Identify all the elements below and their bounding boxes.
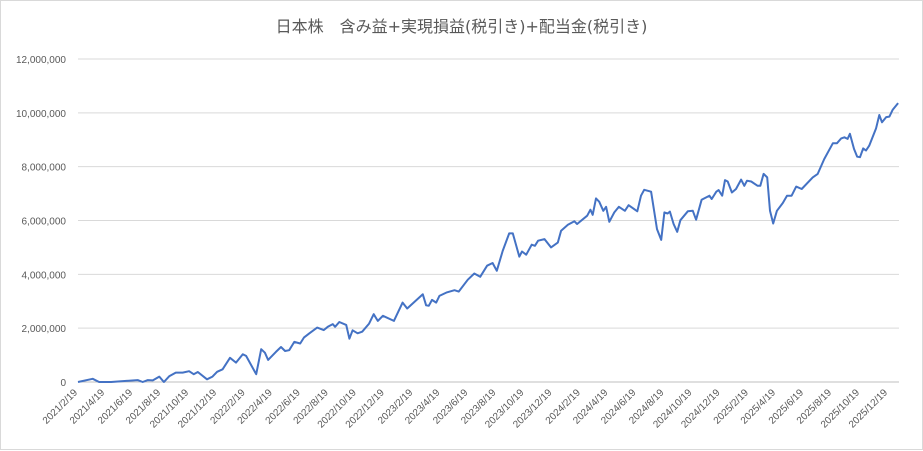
series-line [78,103,898,382]
y-tick-label: 6,000,000 [22,217,67,228]
y-tick-label: 12,000,000 [16,55,66,66]
y-tick-label: 2,000,000 [22,324,67,335]
y-tick-label: 4,000,000 [22,270,67,281]
y-tick-label: 10,000,000 [16,109,66,120]
y-tick-label: 0 [60,378,66,389]
y-tick-label: 8,000,000 [22,163,67,174]
